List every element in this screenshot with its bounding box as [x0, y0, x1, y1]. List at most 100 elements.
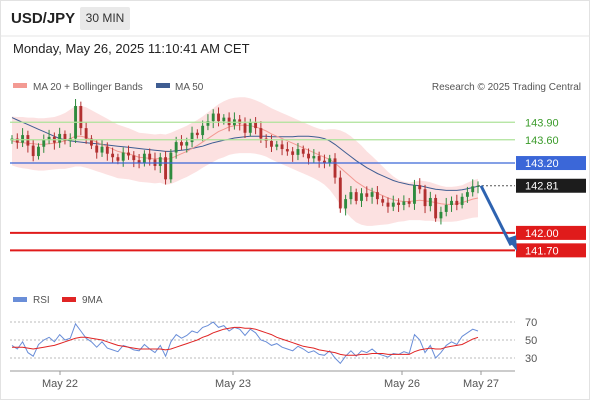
candle-body: [423, 189, 427, 207]
candle-body: [42, 139, 46, 147]
candle-body: [391, 202, 395, 207]
candle-body: [354, 192, 358, 201]
candle-body: [116, 157, 120, 161]
candle-body: [280, 144, 284, 150]
candle-body: [291, 151, 295, 155]
candle-body: [460, 196, 464, 205]
x-tick-label: May 27: [463, 378, 499, 390]
candle-body: [248, 122, 252, 133]
rsi-line: [11, 321, 479, 365]
ma50-legend-swatch: [156, 83, 170, 88]
candle-body: [63, 133, 67, 141]
candle-body: [158, 157, 162, 166]
candle-body: [100, 146, 104, 153]
candle-body: [105, 146, 109, 154]
candle-body: [37, 146, 40, 157]
candle-body: [434, 197, 438, 219]
current-price-label: 142.81: [525, 181, 559, 193]
candle-body: [148, 153, 152, 160]
candle-body: [476, 185, 480, 187]
candle-body: [402, 201, 406, 205]
candle-body: [164, 157, 168, 180]
x-tick-label: May 26: [384, 378, 420, 390]
timeframe-button[interactable]: 30 MIN: [80, 7, 130, 30]
rsi-tick-label: 70: [525, 317, 537, 329]
ma20-legend-label: MA 20 + Bollinger Bands: [33, 82, 143, 93]
candle-body: [275, 144, 279, 147]
current-price-box: [516, 178, 586, 193]
rsi-legend-label: RSI: [33, 295, 50, 306]
candle-body: [95, 145, 99, 153]
candle-body: [132, 155, 136, 161]
candle-body: [31, 145, 35, 157]
candle-body: [386, 202, 390, 207]
candle-body: [127, 152, 130, 156]
candle-body: [185, 142, 189, 146]
candle-body: [338, 177, 342, 209]
candle-body: [79, 105, 83, 129]
candle-body: [375, 192, 379, 200]
candle-body: [169, 152, 173, 180]
candle-body: [381, 199, 385, 203]
rsi-legend-swatch: [13, 297, 27, 302]
candle-body: [307, 153, 310, 159]
rsi-panel: 70 50 30: [10, 317, 537, 365]
rsi-ma-line: [12, 326, 479, 356]
candle-body: [137, 160, 141, 164]
rsi-tick-label: 50: [525, 335, 537, 347]
candle-body: [142, 153, 146, 164]
forecast-arrow-shaft: [479, 185, 513, 247]
ma20-legend-swatch: [13, 83, 27, 88]
candle-body: [397, 202, 401, 205]
candle-body: [465, 192, 469, 197]
forecast-arrow-head: [507, 235, 517, 252]
candle-body: [428, 197, 432, 207]
ma50-legend-label: MA 50: [175, 82, 204, 93]
candle-body: [111, 153, 115, 158]
candle-body: [201, 125, 205, 136]
candle-body: [328, 158, 332, 164]
candle-body: [89, 138, 93, 146]
pivot-label: 143.20: [525, 158, 559, 170]
rsi-ma-legend-label: 9MA: [82, 295, 103, 306]
candle-body: [206, 121, 210, 126]
candle-body: [270, 140, 273, 147]
candle-body: [84, 128, 88, 139]
candle-body: [413, 185, 416, 204]
candle-body: [259, 128, 263, 139]
candle-body: [418, 185, 422, 190]
x-tick-label: May 23: [215, 378, 251, 390]
support-label-box: [516, 225, 586, 240]
candle-body: [217, 113, 220, 122]
candle-body: [121, 152, 125, 161]
support-label: 142.00: [525, 228, 559, 240]
support-label: 141.70: [525, 245, 559, 257]
pivot-label-box: [516, 156, 586, 171]
candle-body: [238, 119, 242, 124]
support-label-box: [516, 243, 586, 258]
resistance-label: 143.90: [525, 117, 559, 129]
candle-body: [58, 133, 62, 143]
candle-body: [174, 142, 178, 153]
candle-body: [333, 158, 337, 178]
candle-body: [15, 138, 19, 143]
candle-body: [317, 156, 321, 161]
candle-body: [47, 136, 51, 140]
symbol-title: USD/JPY: [11, 10, 76, 27]
x-tick-label: May 22: [42, 378, 78, 390]
candle-body: [211, 113, 215, 122]
candle-body: [254, 122, 258, 129]
candle-body: [349, 192, 353, 200]
rsi-ma-legend-swatch: [62, 297, 76, 302]
candle-body: [471, 186, 475, 193]
candle-body: [243, 123, 247, 133]
header-bar: USD/JPY 30 MIN: [0, 0, 590, 36]
candle-body: [450, 200, 453, 205]
candle-body: [444, 204, 448, 212]
candle-body: [407, 201, 411, 204]
candle-body: [360, 193, 363, 201]
candle-body: [370, 192, 374, 197]
candle-body: [322, 160, 326, 164]
price-levels: 143.90 143.60 143.20 142.81 142.00 141.70: [10, 117, 586, 258]
